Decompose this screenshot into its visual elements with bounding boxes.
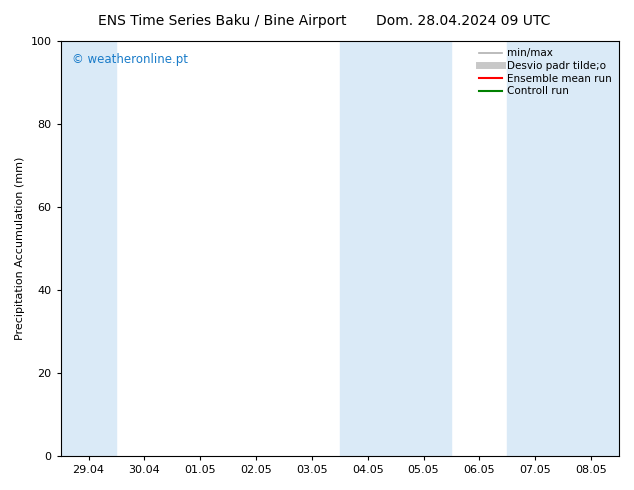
Text: © weatheronline.pt: © weatheronline.pt — [72, 53, 188, 67]
Bar — [340, 41, 451, 456]
Text: ENS Time Series Baku / Bine Airport: ENS Time Series Baku / Bine Airport — [98, 14, 346, 28]
Bar — [507, 41, 619, 456]
Legend: min/max, Desvio padr tilde;o, Ensemble mean run, Controll run: min/max, Desvio padr tilde;o, Ensemble m… — [476, 45, 615, 99]
Text: Dom. 28.04.2024 09 UTC: Dom. 28.04.2024 09 UTC — [375, 14, 550, 28]
Y-axis label: Precipitation Accumulation (mm): Precipitation Accumulation (mm) — [15, 157, 25, 340]
Bar — [61, 41, 117, 456]
